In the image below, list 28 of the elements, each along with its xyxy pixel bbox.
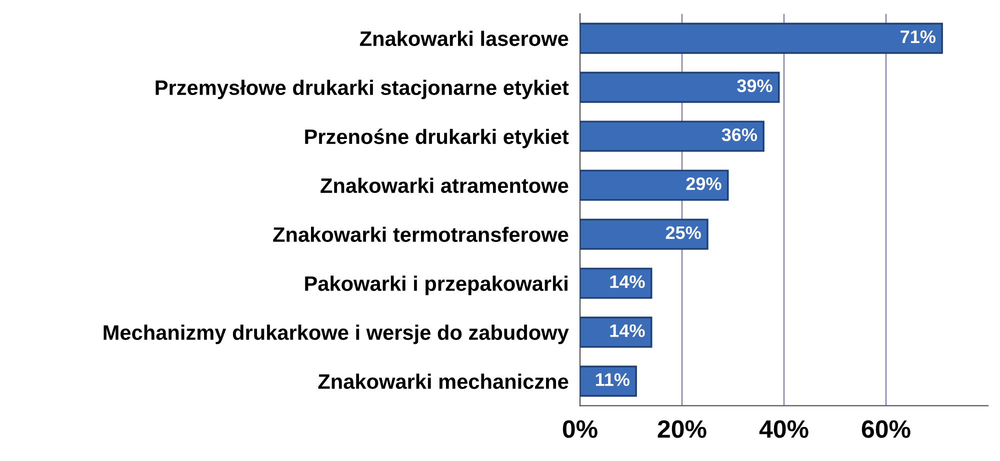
bar [580,366,637,397]
y-tick-label: Znakowarki atramentowe [320,178,568,194]
bar [580,72,780,103]
bar [580,22,943,54]
bar [580,316,652,348]
x-tick-label: 60% [862,420,910,438]
x-tick-label: 20% [658,420,706,438]
y-tick-label: Znakowarki termotransferowe [273,226,568,242]
y-tick-label: Pakowarki i przepakowarki [305,276,568,296]
y-tick-label: Przemysłowe drukarki stacjonarne etykiet [156,80,569,100]
data-label: 14% [610,324,645,338]
y-tick-label: Znakowarki mechaniczne [318,374,568,389]
bar [580,268,652,299]
data-label: 36% [722,128,758,142]
data-label: 25% [666,226,701,240]
data-label: 11% [596,373,630,386]
data-label: 29% [686,177,722,190]
data-label: 39% [737,79,772,92]
y-tick-label: Mechanizmy drukarkowe i wersje do zabudowy [104,324,569,344]
x-tick-label: 0% [562,420,598,438]
y-tick-label: Przenośne drukarki etykiet [305,128,569,148]
y-tick-label: Znakowarki laserowe [360,30,568,46]
bar [580,170,729,201]
data-label: 14% [610,275,645,288]
x-tick-label: 40% [759,420,808,438]
bar [580,120,764,152]
data-label: 71% [900,30,936,44]
bar [580,218,708,250]
